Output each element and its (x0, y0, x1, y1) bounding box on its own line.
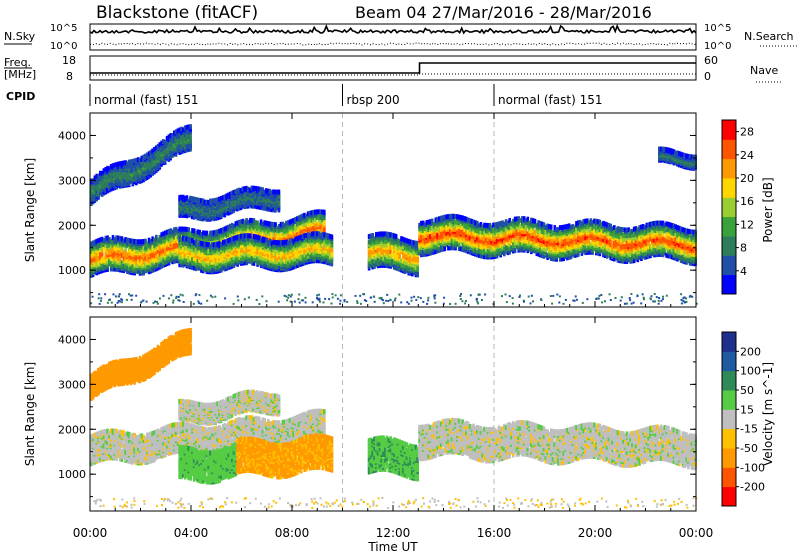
velocity-echo-data (90, 317, 698, 511)
power-colorbar: 4 8 12 16 20 24 28 (721, 119, 754, 295)
colorbar-segment (722, 486, 736, 507)
noise-right-tick-bottom: 10^0 (704, 41, 731, 52)
colorbar-segment (722, 351, 736, 372)
colorbar-tick-label: 12 (740, 218, 754, 231)
colorbar-tick-label: -200 (740, 481, 765, 494)
colorbar-tick-label: -100 (740, 461, 765, 474)
y-tick-label: 3000 (58, 378, 86, 391)
power-y-axis: 1000 2000 3000 4000 (58, 129, 696, 294)
freq-left-tick-top: 18 (62, 54, 76, 67)
colorbar-tick-label: -15 (740, 423, 758, 436)
colorbar-tick-label: 20 (740, 172, 754, 185)
colorbar-segment (722, 178, 736, 198)
colorbar-segment (722, 428, 736, 449)
y-tick-label: 2000 (58, 219, 86, 232)
y-tick-label: 4000 (58, 129, 86, 142)
time-tick-label: 08:00 (275, 526, 310, 540)
velocity-colorbar: -200 -100 -50 -15 15 50 100 200 (721, 331, 765, 507)
time-tick-label: 00:00 (679, 526, 714, 540)
colorbar-tick-label: 8 (740, 242, 747, 255)
colorbar-tick-label: 15 (740, 403, 754, 416)
plot-title: Blackstone (fitACF) (96, 3, 258, 23)
nave-line (90, 73, 696, 76)
colorbar-segment (722, 448, 736, 468)
cpid-segment-label: normal (fast) 151 (498, 93, 602, 107)
y-tick-label: 1000 (58, 468, 86, 481)
y-tick-label: 3000 (58, 174, 86, 187)
velocity-colorbar-label: Velocity [m s^-1] (761, 362, 775, 466)
freq-label-top: Freq. (4, 56, 31, 69)
colorbar-segment (722, 216, 736, 237)
colorbar-tick-label: 50 (740, 384, 754, 397)
frequency-panel: Freq. [MHz] 18 8 60 0 Nave (4, 54, 782, 83)
time-tick-label: 20:00 (578, 526, 613, 540)
power-colorbar-label: Power [dB] (761, 177, 775, 242)
noise-left-label: N.Sky (4, 30, 36, 43)
nave-label: Nave (750, 64, 778, 77)
noise-left-tick-bottom: 10^0 (50, 41, 77, 52)
freq-right-tick-top: 60 (704, 54, 718, 67)
colorbar-segment (722, 236, 736, 256)
frequency-line (90, 62, 696, 74)
colorbar-tick-label: 100 (740, 365, 761, 378)
colorbar-segment (722, 409, 736, 430)
colorbar-segment (722, 120, 736, 140)
y-tick-label: 4000 (58, 333, 86, 346)
time-axis: 00:00 04:00 08:00 12:00 16:00 20:00 00:00 (73, 113, 714, 540)
colorbar-segment (722, 370, 736, 391)
time-tick-label: 12:00 (376, 526, 411, 540)
colorbar-tick-label: -50 (740, 442, 758, 455)
freq-left-tick-bottom: 8 (66, 70, 73, 83)
cpid-row: CPID normal (fast) 151 rbsp 200 normal (fa… (6, 84, 602, 107)
noise-search-line (90, 42, 697, 46)
colorbar-segment (722, 467, 736, 488)
colorbar-segment (722, 139, 736, 160)
velocity-y-axis-label: Slant Range [km] (23, 362, 37, 466)
colorbar-segment (722, 255, 736, 276)
colorbar-segment (722, 390, 736, 410)
noise-left-tick-top: 10^5 (50, 23, 77, 34)
colorbar-tick-label: 16 (740, 195, 754, 208)
beam-date-label: Beam 04 27/Mar/2016 - 28/Mar/2016 (355, 3, 652, 22)
colorbar-segment (722, 332, 736, 352)
time-tick-label: 00:00 (73, 526, 108, 540)
noise-panel: N.Sky 10^5 10^0 10^5 10^0 N.Search (4, 23, 798, 52)
colorbar-segment (722, 158, 736, 179)
freq-label-bottom: [MHz] (4, 68, 36, 81)
colorbar-tick-label: 4 (740, 265, 747, 278)
power-panel: 1000 2000 3000 4000 Slant Range [km] (23, 112, 698, 308)
cpid-segment-label: normal (fast) 151 (94, 93, 198, 107)
freq-right-tick-bottom: 0 (704, 70, 711, 83)
time-tick-label: 04:00 (174, 526, 209, 540)
y-tick-label: 2000 (58, 423, 86, 436)
noise-right-label: N.Search (744, 30, 794, 43)
colorbar-segment (722, 197, 736, 218)
noise-sky-line (89, 23, 697, 35)
colorbar-segment (722, 274, 736, 295)
power-echo-data (90, 113, 698, 307)
colorbar-tick-label: 200 (740, 345, 761, 358)
colorbar-tick-label: 28 (740, 126, 754, 139)
cpid-segment-label: rbsp 200 (347, 93, 400, 107)
y-tick-label: 1000 (58, 264, 86, 277)
time-tick-label: 16:00 (477, 526, 512, 540)
time-axis-label: Time UT (367, 540, 418, 554)
power-y-axis-label: Slant Range [km] (23, 158, 37, 262)
cpid-label: CPID (6, 90, 35, 103)
velocity-y-axis: 1000 2000 3000 4000 (58, 333, 696, 498)
colorbar-tick-label: 24 (740, 149, 754, 162)
noise-right-tick-top: 10^5 (704, 23, 731, 34)
